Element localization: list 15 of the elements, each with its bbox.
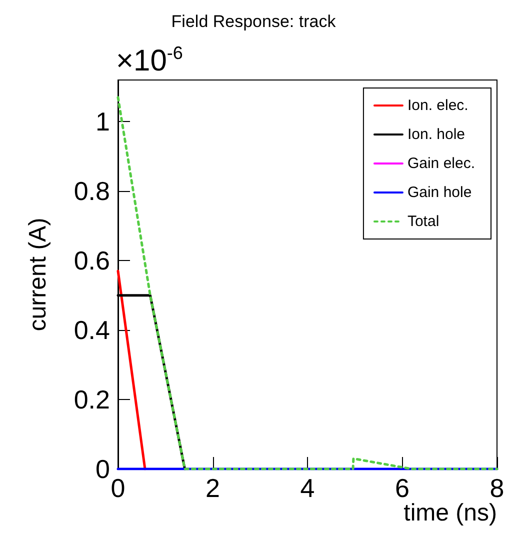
y-tick-label: 0.8 xyxy=(74,176,110,206)
x-tick-label: 4 xyxy=(300,473,315,503)
y-tick-label: 0 xyxy=(96,454,110,484)
legend-label: Gain hole xyxy=(407,184,472,201)
y-tick-label: 0.4 xyxy=(74,315,110,346)
y-tick-label: 0.2 xyxy=(74,384,110,415)
chart-title: Field Response: track xyxy=(171,12,336,31)
y-axis-title: current (A) xyxy=(24,218,52,332)
legend-label: Gain elec. xyxy=(407,155,476,172)
legend-label: Ion. hole xyxy=(407,126,466,143)
x-tick-label: 2 xyxy=(206,473,220,503)
y-tick-label: 0.6 xyxy=(74,246,110,276)
legend-label: Ion. elec. xyxy=(407,97,468,114)
legend-label: Total xyxy=(407,213,440,230)
y-tick-label: 1 xyxy=(96,106,110,137)
